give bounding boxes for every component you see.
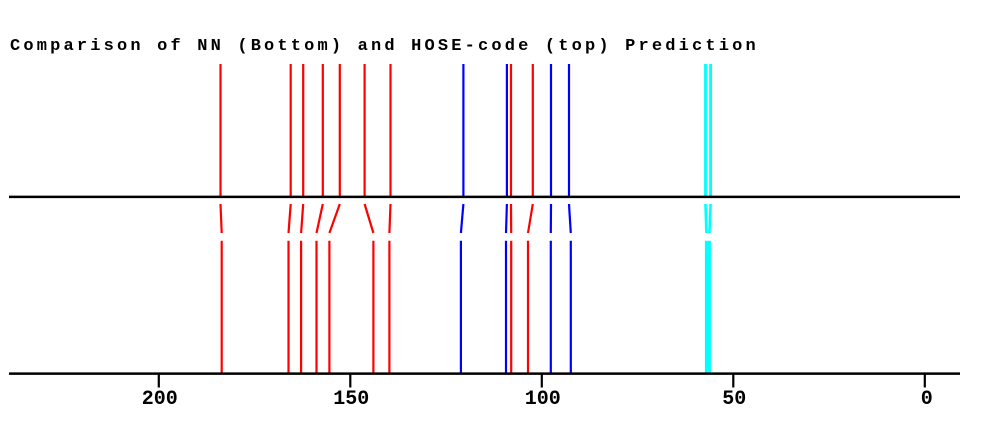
svg-text:0: 0 <box>921 388 933 411</box>
svg-text:200: 200 <box>142 388 178 411</box>
svg-text:150: 150 <box>333 388 369 411</box>
svg-text:50: 50 <box>722 388 746 411</box>
svg-text:Comparison of NN (Bottom) and: Comparison of NN (Bottom) and HOSE-code … <box>10 37 759 56</box>
svg-text:100: 100 <box>525 388 561 411</box>
